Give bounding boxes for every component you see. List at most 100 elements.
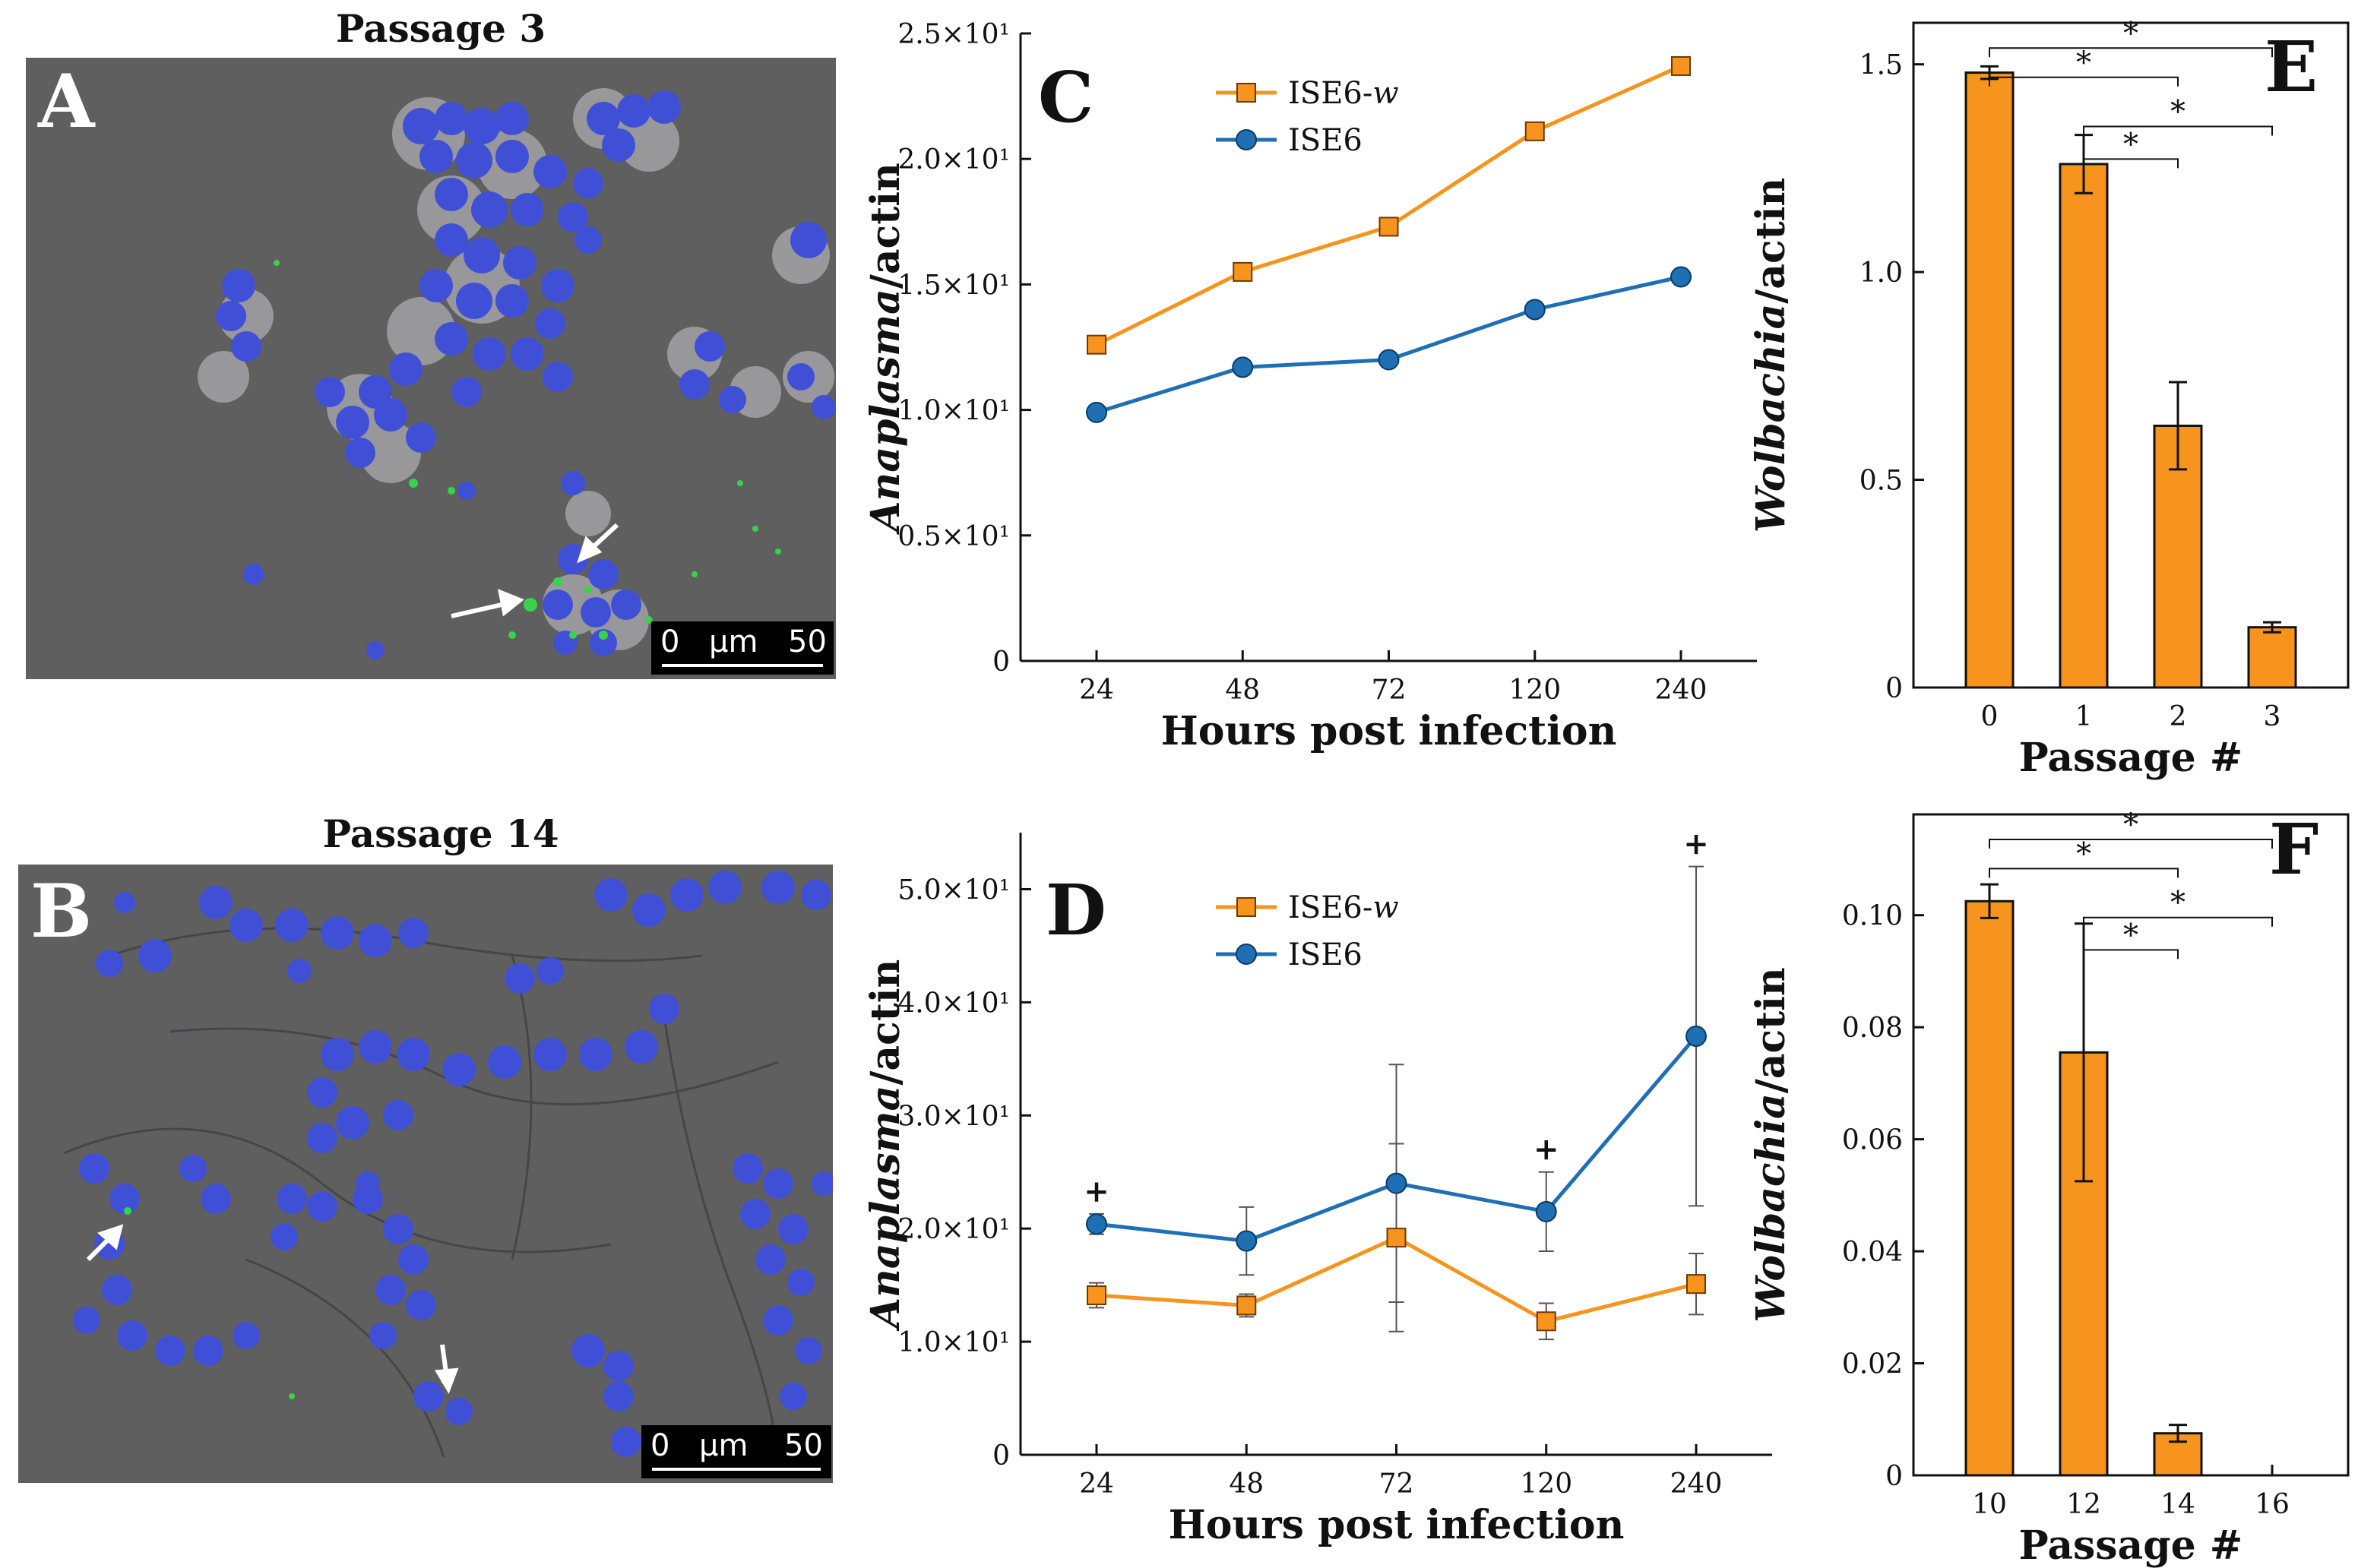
y-tick-label: 0 xyxy=(1885,1461,1903,1492)
data-point-circle xyxy=(1236,1230,1258,1252)
data-point-square xyxy=(1087,334,1106,355)
y-axis-title-rest: /actin xyxy=(862,163,909,289)
significance-bracket xyxy=(2083,158,2179,169)
significance-bracket xyxy=(1989,76,2179,87)
x-tick-label: 2 xyxy=(2170,701,2187,732)
y-tick-label: 0 xyxy=(992,1440,1010,1472)
x-tick-label: 14 xyxy=(2160,1489,2195,1520)
bar xyxy=(1964,71,2015,689)
x-tick-label: 72 xyxy=(1372,675,1407,706)
scale-bar-b: 0 μm 50 xyxy=(641,1425,831,1478)
data-point-circle xyxy=(1685,1026,1707,1048)
legend-label: ISE6-w xyxy=(1288,890,1399,925)
significance-star: * xyxy=(2170,95,2186,130)
y-tick-label: 0.06 xyxy=(1842,1125,1903,1156)
legend-label-main: ISE6 xyxy=(1288,123,1363,158)
y-tick-label: 0.10 xyxy=(1842,901,1903,932)
legend-marker xyxy=(1236,129,1257,150)
scale-line xyxy=(652,1468,821,1471)
x-tick-label: 72 xyxy=(1379,1468,1414,1500)
x-tick-label: 240 xyxy=(1670,1468,1723,1500)
y-axis-title-rest: /actin xyxy=(862,959,909,1086)
x-tick-label: 16 xyxy=(2255,1489,2290,1520)
y-tick-label: 2.5×10¹ xyxy=(897,19,1010,50)
significance-star: * xyxy=(2076,836,2091,871)
scale-unit: μm xyxy=(699,1428,749,1463)
scale-end: 50 xyxy=(784,1428,823,1463)
legend-marker xyxy=(1236,897,1256,917)
y-axis-title-italic: Anaplasma xyxy=(862,1086,909,1332)
y-tick-label: 0.5 xyxy=(1859,466,1903,497)
data-point-circle xyxy=(1378,349,1400,371)
y-tick-label: 0.5×10¹ xyxy=(897,521,1010,552)
data-point-circle xyxy=(1524,299,1546,321)
x-tick-label: 24 xyxy=(1079,675,1114,706)
panel-letter-a: A xyxy=(38,58,95,144)
data-point-square xyxy=(1087,1285,1106,1306)
x-tick-label: 48 xyxy=(1225,675,1260,706)
data-point-square xyxy=(1233,261,1253,282)
data-point-square xyxy=(1686,1274,1706,1295)
panel-letter-d: D xyxy=(1046,869,1106,951)
legend-label-italic: w xyxy=(1372,890,1398,925)
y-axis-title: Anaplasma/actin xyxy=(862,959,909,1332)
legend-marker xyxy=(1236,944,1257,965)
significance-star: * xyxy=(2123,918,2138,953)
x-axis-title: Hours post infection xyxy=(1169,1502,1625,1548)
micrograph-passage-3: A 0 μm 50 xyxy=(26,58,836,679)
y-tick-label: 0.04 xyxy=(1842,1237,1903,1268)
chart-d: 0 1.0×10¹ 2.0×10¹ 3.0×10¹ 4.0×10¹ 5.0×10¹ 24 48… xyxy=(862,827,1772,1548)
y-tick-label: 0 xyxy=(992,646,1010,678)
x-tick-label: 10 xyxy=(1972,1489,2007,1520)
significance-bracket xyxy=(1989,47,2273,58)
x-axis-title: Hours post infection xyxy=(1161,708,1617,754)
significance-bracket xyxy=(2083,916,2273,927)
panel-letter-f: F xyxy=(2269,808,2318,890)
data-point-circle xyxy=(1086,1213,1107,1235)
scale-bar-a: 0 μm 50 xyxy=(651,621,834,675)
micrograph-b-cells xyxy=(63,871,833,1473)
scale-start: 0 xyxy=(650,1428,670,1463)
series-line-ise6 xyxy=(1096,275,1682,415)
legend-marker xyxy=(1236,83,1256,103)
x-tick-label: 3 xyxy=(2264,701,2281,732)
micrograph-passage-14: B 0 μm 50 xyxy=(18,865,833,1483)
legend-label-italic: w xyxy=(1372,76,1398,111)
legend-label-main: ISE6 xyxy=(1288,937,1363,972)
y-tick-label: 2.0×10¹ xyxy=(897,144,1010,175)
y-tick-label: 1.0×10¹ xyxy=(897,1327,1010,1358)
significance-star: * xyxy=(2123,127,2138,162)
data-point-circle xyxy=(1086,401,1107,423)
y-tick-label: 0.08 xyxy=(1842,1013,1903,1044)
panel-letter-b: B xyxy=(30,868,93,954)
x-tick-label: 24 xyxy=(1079,1468,1114,1500)
bar xyxy=(2059,163,2109,689)
panel-letter-c: C xyxy=(1038,56,1094,138)
legend-label-main: ISE6- xyxy=(1288,76,1372,111)
y-axis-title-rest: /actin xyxy=(1748,967,1794,1093)
chart-f: 0 0.02 0.04 0.06 0.08 0.10 10 12 14 16 Passage # Wo… xyxy=(1748,808,2350,1568)
y-tick-label: 1.5 xyxy=(1859,50,1903,81)
significance-bracket xyxy=(1989,839,2273,849)
x-tick-label: 120 xyxy=(1508,675,1561,706)
scale-unit: μm xyxy=(709,624,758,659)
y-tick-label: 0.02 xyxy=(1842,1349,1903,1380)
y-axis-title-italic: Anaplasma xyxy=(862,289,909,536)
y-tick-label: 3.0×10¹ xyxy=(897,1101,1010,1132)
legend-label-main: ISE6- xyxy=(1288,890,1372,925)
micrograph-a-cells xyxy=(198,88,836,659)
y-axis-title: Wolbachia/actin xyxy=(1748,967,1794,1323)
chart-e: 0 0.5 1.0 1.5 0 1 2 3 Passage # Wolbachia/actin E *… xyxy=(1748,16,2350,781)
y-tick-label: 0 xyxy=(1885,673,1903,704)
panel-a-title: Passage 3 xyxy=(335,6,546,51)
x-tick-label: 120 xyxy=(1520,1468,1572,1500)
significance-plus: + xyxy=(1533,1132,1559,1168)
data-point-circle xyxy=(1670,266,1692,288)
data-point-square xyxy=(1236,1295,1257,1316)
plot-frame xyxy=(1912,813,2350,1477)
panel-b-title: Passage 14 xyxy=(322,811,559,856)
data-point-square xyxy=(1378,217,1399,237)
x-tick-label: 12 xyxy=(2066,1489,2101,1520)
scale-line xyxy=(662,664,823,667)
x-axis-title: Passage # xyxy=(2019,735,2243,781)
